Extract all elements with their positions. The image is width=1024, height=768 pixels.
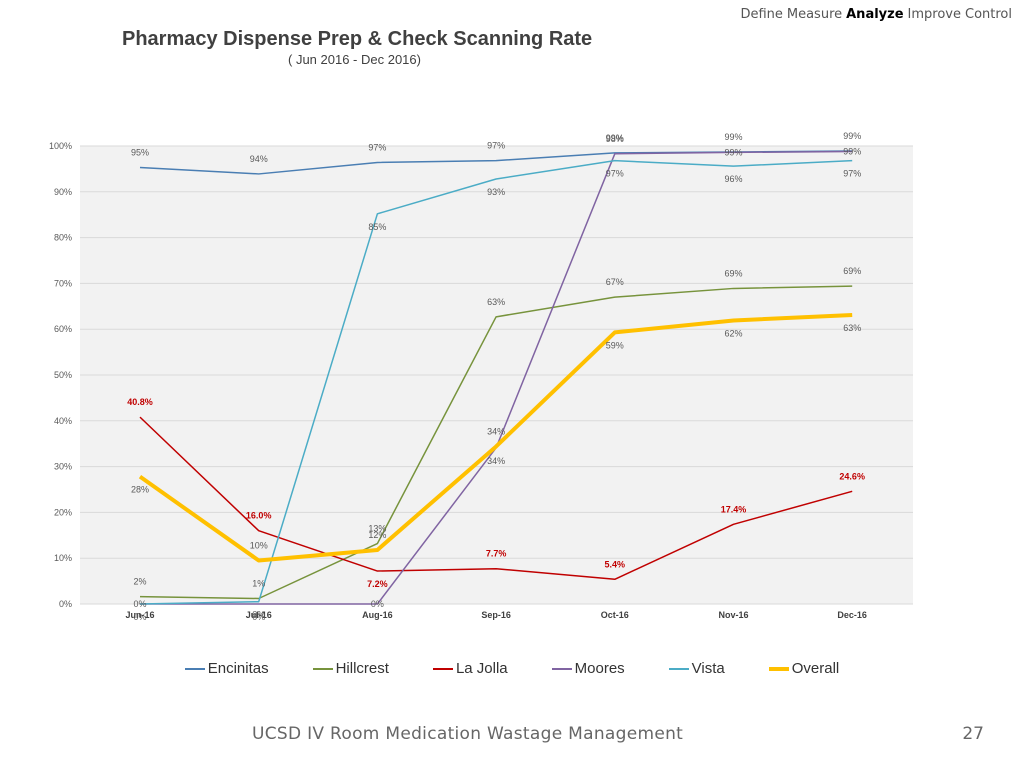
phase-improve: Improve — [907, 7, 961, 22]
x-tick-label: Aug-16 — [362, 610, 393, 620]
data-label: 69% — [724, 268, 742, 278]
y-tick-label: 40% — [54, 416, 72, 426]
page-number: 27 — [962, 724, 984, 744]
phase-control: Control — [965, 7, 1012, 22]
line-chart: 0% 10% 20% 30% 40% 50% 60% 70% 80% 90% 100% Jun-16… — [49, 131, 913, 622]
x-tick-label: Oct-16 — [601, 610, 629, 620]
x-tick-label: Dec-16 — [837, 610, 867, 620]
legend-item-hillcrest: Hillcrest — [312, 660, 389, 677]
phase-analyze: Analyze — [846, 7, 904, 22]
data-label: 10% — [250, 540, 268, 550]
series-lines — [138, 150, 853, 605]
y-tick-label: 60% — [54, 324, 72, 334]
legend-item-encinitas: Encinitas — [184, 660, 269, 677]
data-label: 97% — [368, 142, 386, 152]
data-label: 97% — [843, 169, 861, 179]
data-label: 99% — [724, 147, 742, 157]
legend-swatch — [768, 666, 789, 671]
dmaic-phase-bar: Define Measure Analyze Improve Control — [736, 7, 1012, 22]
data-label: 0% — [133, 612, 146, 622]
footer-text: UCSD IV Room Medication Wastage Manageme… — [252, 724, 684, 744]
legend-swatch — [432, 667, 453, 670]
data-label: 99% — [843, 146, 861, 156]
legend-swatch — [184, 667, 205, 670]
legend-item-overall: Overall — [768, 660, 840, 677]
data-label: 2% — [133, 577, 146, 587]
data-label: 63% — [843, 323, 861, 333]
y-tick-label: 100% — [49, 141, 72, 151]
data-label: 62% — [724, 328, 742, 338]
x-tick-label: Nov-16 — [718, 610, 748, 620]
x-tick-label: Jul-16 — [246, 610, 272, 620]
y-tick-label: 50% — [54, 370, 72, 380]
series-line-la-jolla — [139, 416, 853, 581]
data-label: 12% — [368, 530, 386, 540]
x-axis: Jun-16 Jul-16 Aug-16 Sep-16 Oct-16 Nov-16 Dec-… — [125, 610, 866, 620]
data-label: 94% — [250, 154, 268, 164]
data-label: 34% — [487, 456, 505, 466]
chart-title: Pharmacy Dispense Prep & Check Scanning … — [122, 28, 593, 50]
data-label: 16.0% — [246, 511, 272, 521]
data-label: 85% — [368, 222, 386, 232]
data-label: 63% — [487, 297, 505, 307]
data-label: 0% — [252, 612, 265, 622]
x-tick-label: Sep-16 — [481, 610, 511, 620]
data-label: 99% — [843, 131, 861, 141]
legend-item-vista: Vista — [668, 660, 725, 677]
data-label: 67% — [606, 277, 624, 287]
data-label: 17.4% — [721, 504, 747, 514]
data-label: 59% — [606, 340, 624, 350]
y-tick-label: 0% — [59, 599, 72, 609]
data-label: 34% — [487, 426, 505, 436]
data-label: 98% — [606, 134, 624, 144]
phase-define: Define — [740, 7, 783, 22]
data-label: 97% — [606, 169, 624, 179]
phase-measure: Measure — [786, 7, 843, 22]
series-line-hillcrest — [139, 285, 853, 600]
legend-swatch — [551, 667, 572, 670]
data-label: 99% — [606, 133, 624, 143]
legend-label: La Jolla — [455, 660, 508, 677]
data-label: 69% — [843, 266, 861, 276]
legend-label: Moores — [574, 660, 625, 677]
legend-item-moores: Moores — [551, 660, 625, 677]
data-label: 0% — [133, 599, 146, 609]
data-label: 40.8% — [127, 397, 153, 407]
y-tick-label: 20% — [54, 507, 72, 517]
data-label: 95% — [131, 148, 149, 158]
data-label: 28% — [131, 485, 149, 495]
legend-label: Vista — [691, 660, 725, 677]
data-label: 1% — [252, 579, 265, 589]
data-label: 7.7% — [486, 549, 507, 559]
series-line-overall — [138, 313, 853, 563]
data-label: 0% — [371, 599, 384, 609]
data-label: 13% — [368, 524, 386, 534]
chart-legend: Encinitas Hillcrest La Jolla Moores Vista Ove… — [0, 660, 1024, 677]
chart-subtitle: ( Jun 2016 - Dec 2016) — [288, 52, 421, 67]
legend-swatch — [312, 667, 333, 670]
legend-label: Hillcrest — [335, 660, 389, 677]
y-tick-label: 70% — [54, 278, 72, 288]
data-label: 99% — [724, 132, 742, 142]
data-labels: 95% 94% 97% 97% 99% 99% 99% 2% 1% 13% 63% 67% 69% 69%… — [127, 131, 865, 622]
data-label: 96% — [724, 174, 742, 184]
y-tick-label: 90% — [54, 187, 72, 197]
x-tick-label: Jun-16 — [125, 610, 154, 620]
data-label: 97% — [487, 141, 505, 151]
data-label: 24.6% — [839, 471, 865, 481]
data-label: 7.2% — [367, 579, 388, 589]
legend-label: Encinitas — [207, 660, 269, 677]
series-line-vista — [139, 159, 853, 605]
legend-item-la-jolla: La Jolla — [432, 660, 508, 677]
legend-label: Overall — [791, 660, 840, 677]
data-label: 0% — [252, 610, 265, 620]
data-label: 93% — [487, 187, 505, 197]
data-label: 5.4% — [605, 559, 626, 569]
y-tick-label: 10% — [54, 553, 72, 563]
y-axis: 0% 10% 20% 30% 40% 50% 60% 70% 80% 90% 100% — [49, 141, 72, 609]
y-tick-label: 30% — [54, 462, 72, 472]
y-tick-label: 80% — [54, 233, 72, 243]
legend-swatch — [668, 667, 689, 670]
